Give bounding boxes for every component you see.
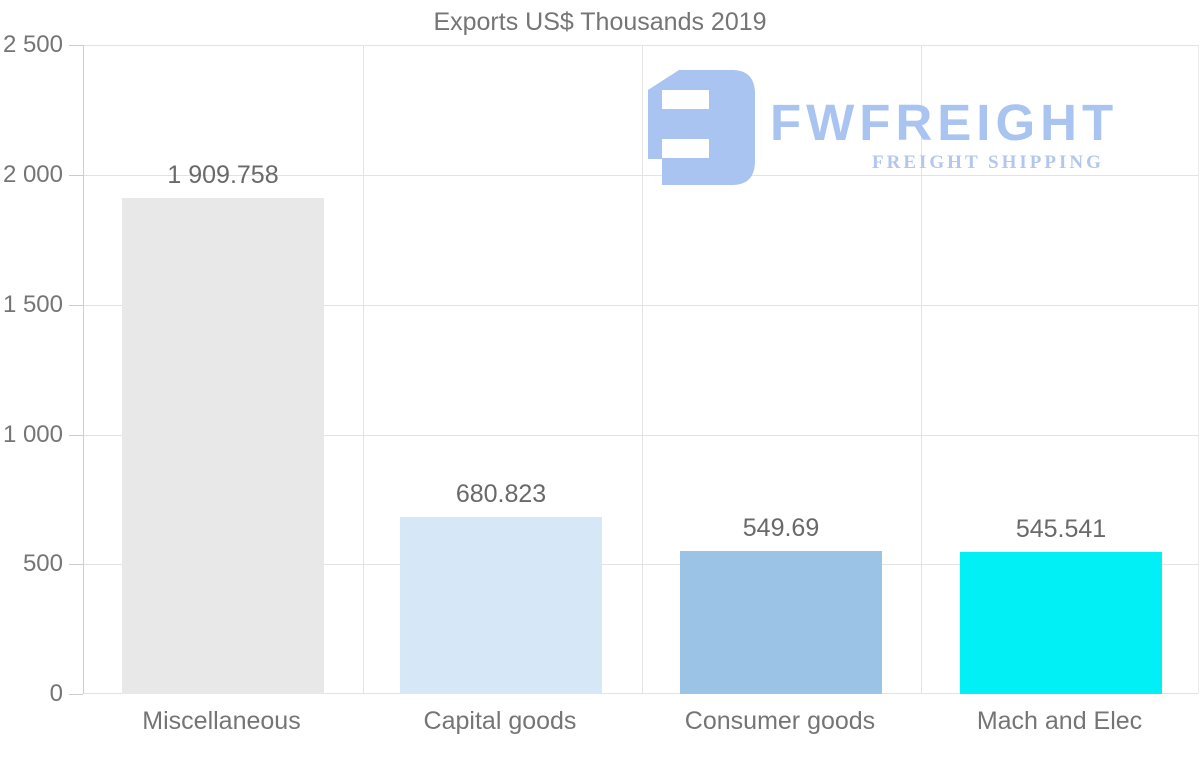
x-label-consumer-goods: Consumer goods [684, 707, 876, 735]
bar-value-label: 1 909.758 [167, 161, 279, 189]
y-tick-label-2000: 2 000 [2, 161, 63, 188]
fwfreight-logo-mark-icon [648, 70, 755, 185]
gridline-2000 [84, 175, 1198, 176]
gridline-2500 [84, 45, 1198, 46]
gridline-500 [84, 564, 1198, 565]
v-gridline-2 [642, 45, 643, 694]
y-tick-label-1500: 1 500 [2, 291, 63, 318]
bar-group-consumer-goods: 549.69 [680, 45, 882, 694]
x-label-capital-goods: Capital goods [423, 707, 577, 735]
y-tick-label-0: 0 [49, 680, 63, 707]
bar-group-mach-and-elec: 545.541 [960, 45, 1162, 694]
v-gridline-3 [921, 45, 922, 694]
chart-title: Exports US$ Thousands 2019 [433, 8, 767, 36]
fwfreight-watermark: FWFREIGHT FREIGHT SHIPPING [648, 70, 1148, 185]
logo-brand-text: FWFREIGHT [770, 94, 1119, 151]
y-tick-mark [69, 305, 83, 306]
bar-value-label: 549.69 [742, 514, 820, 542]
bar-value-label: 680.823 [455, 480, 547, 508]
gridline-0-baseline [84, 693, 1198, 694]
x-label-mach-and-elec: Mach and Elec [976, 707, 1143, 735]
y-tick-mark [69, 175, 83, 176]
v-gridline-1 [363, 45, 364, 694]
bar [680, 551, 882, 694]
bar-group-miscellaneous: 1 909.758 [122, 45, 324, 694]
y-tick-label-1000: 1 000 [2, 421, 63, 448]
bar-value-label: 545.541 [1015, 515, 1107, 543]
y-tick-mark [69, 564, 83, 565]
gridline-1000 [84, 435, 1198, 436]
y-tick-label-500: 500 [22, 550, 63, 577]
logo-tagline-text: FREIGHT SHIPPING [872, 152, 1104, 173]
bar [122, 198, 324, 694]
gridline-1500 [84, 305, 1198, 306]
bar-group-capital-goods: 680.823 [400, 45, 602, 694]
bar [400, 517, 602, 694]
y-tick-label-2500: 2 500 [2, 31, 63, 58]
y-tick-mark [69, 435, 83, 436]
y-tick-mark [69, 694, 83, 695]
bar [960, 552, 1162, 694]
plot-area: 1 909.758 680.823 549.69 545.541 [83, 45, 1199, 694]
y-tick-mark [69, 45, 83, 46]
x-label-miscellaneous: Miscellaneous [142, 707, 301, 735]
